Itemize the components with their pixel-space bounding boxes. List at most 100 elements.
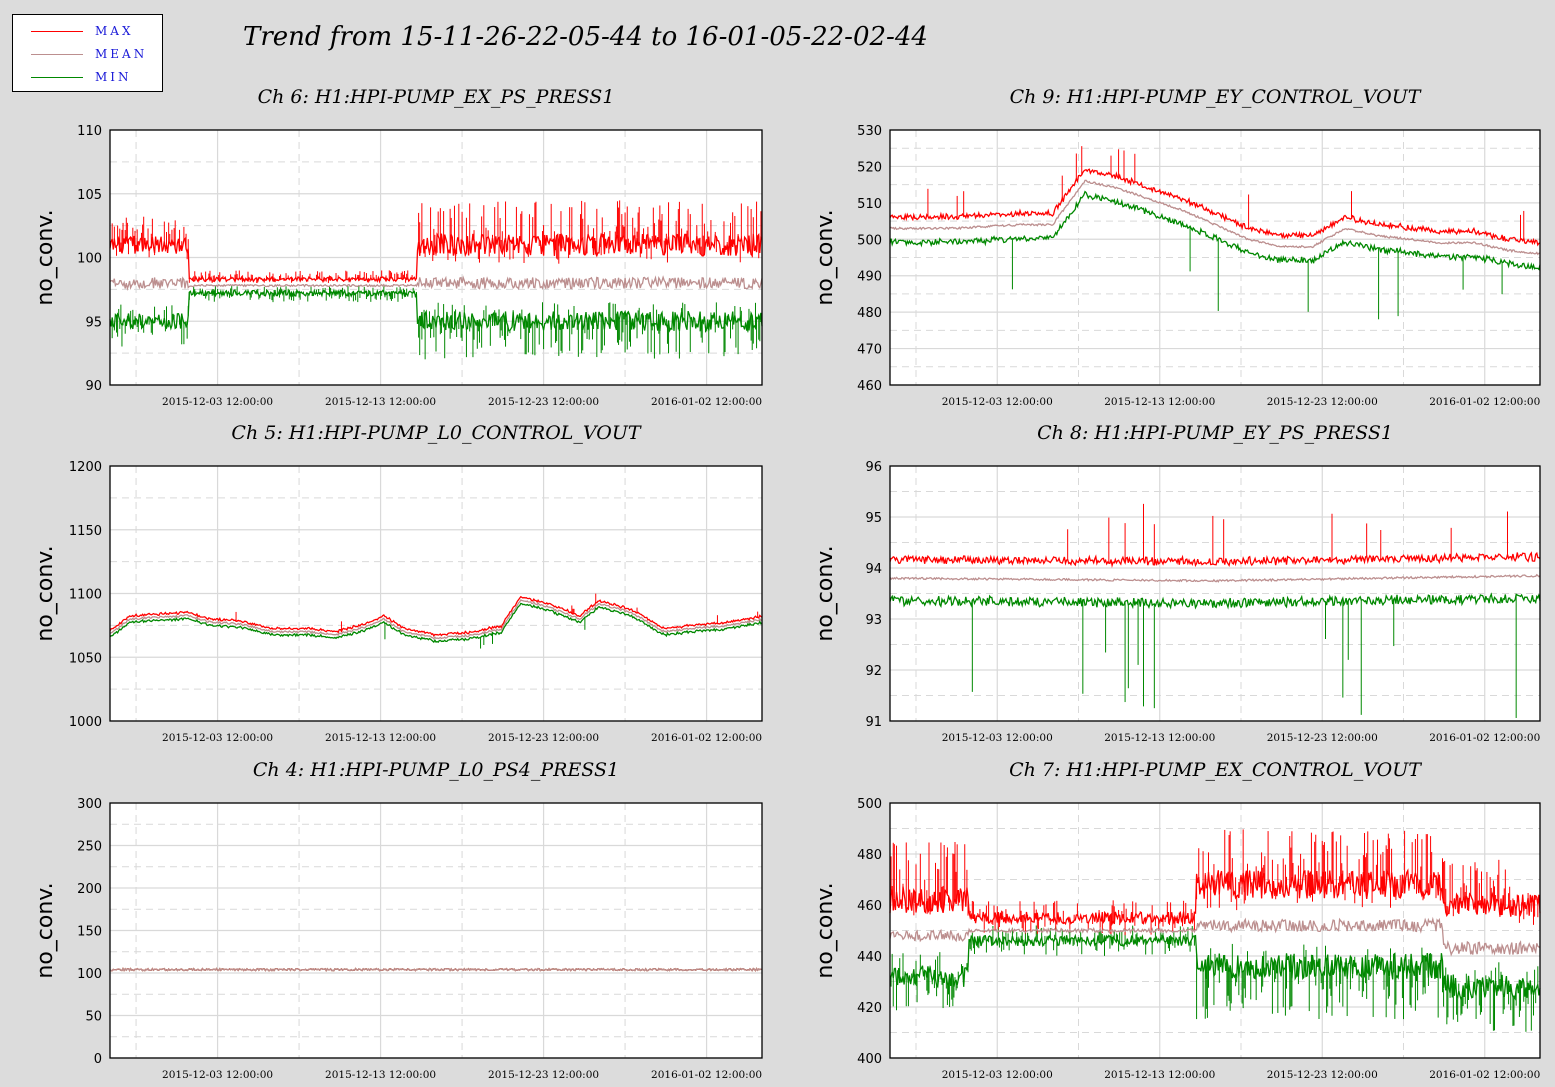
y-tick-label: 1150 <box>69 524 102 539</box>
y-tick-label: 50 <box>85 1010 102 1025</box>
y-tick-label: 94 <box>865 562 882 577</box>
y-tick-label: 1100 <box>69 588 102 603</box>
y-tick-label: 520 <box>857 160 882 175</box>
x-tick-label: 2015-12-13 12:00:00 <box>325 1069 436 1081</box>
plot-title: Ch 9: H1:HPI-PUMP_EY_CONTROL_VOUT <box>1010 86 1422 108</box>
y-tick-label: 480 <box>857 848 882 863</box>
y-tick-label: 150 <box>77 925 102 940</box>
x-tick-label: 2016-01-02 12:00:00 <box>651 1069 762 1081</box>
legend-item-min: MIN <box>13 67 162 89</box>
x-tick-label: 2015-12-23 12:00:00 <box>488 396 599 408</box>
y-tick-label: 300 <box>77 797 102 812</box>
plot-3: Ch 5: H1:HPI-PUMP_L0_CONTROL_VOUT 1000 105… <box>33 422 763 744</box>
x-tick-label: 2015-12-03 12:00:00 <box>942 732 1053 744</box>
plot-border <box>889 465 1541 722</box>
y-axis-label: no_conv. <box>33 545 58 641</box>
y-tick-label: 100 <box>77 967 102 982</box>
series-max-line <box>889 168 1541 247</box>
x-tick-label: 2016-01-02 12:00:00 <box>651 732 762 744</box>
legend-item-mean: MEAN <box>13 44 162 66</box>
page-title: Trend from 15-11-26-22-05-44 to 16-01-05… <box>243 22 928 52</box>
x-tick-label: 2016-01-02 12:00:00 <box>1429 1069 1540 1081</box>
plot-4: Ch 8: H1:HPI-PUMP_EY_PS_PRESS1 91 92 93 94 95… <box>813 422 1541 744</box>
plot-6: Ch 7: H1:HPI-PUMP_EX_CONTROL_VOUT 400 420 4… <box>813 759 1541 1081</box>
y-tick-label: 500 <box>857 233 882 248</box>
x-tick-label: 2015-12-13 12:00:00 <box>325 732 436 744</box>
legend-label-mean: MEAN <box>95 47 148 61</box>
plot-title: Ch 8: H1:HPI-PUMP_EY_PS_PRESS1 <box>1037 422 1393 444</box>
y-tick-label: 400 <box>857 1052 882 1067</box>
x-tick-label: 2015-12-03 12:00:00 <box>942 396 1053 408</box>
plot-border <box>889 802 1541 1059</box>
y-tick-label: 110 <box>77 124 102 139</box>
y-tick-label: 0 <box>94 1052 102 1067</box>
y-axis-label: no_conv. <box>33 882 58 978</box>
x-tick-label: 2015-12-23 12:00:00 <box>488 1069 599 1081</box>
y-tick-label: 490 <box>857 270 882 285</box>
y-tick-label: 530 <box>857 124 882 139</box>
y-tick-label: 500 <box>857 797 882 812</box>
y-tick-label: 90 <box>85 379 102 394</box>
legend-swatch-max <box>31 31 83 32</box>
y-tick-label: 91 <box>865 715 882 730</box>
series-min-line <box>109 602 763 644</box>
y-tick-label: 95 <box>865 511 882 526</box>
plot-5: Ch 4: H1:HPI-PUMP_L0_PS4_PRESS1 0 50 100 150… <box>33 759 763 1081</box>
x-tick-label: 2015-12-23 12:00:00 <box>1267 1069 1378 1081</box>
series-min-line <box>109 288 763 333</box>
series-mean-line <box>889 916 1541 957</box>
series-mean-line <box>109 275 763 292</box>
x-tick-label: 2015-12-23 12:00:00 <box>1267 396 1378 408</box>
series-mean-line <box>109 599 763 640</box>
x-tick-label: 2015-12-13 12:00:00 <box>1104 732 1215 744</box>
y-axis-label: no_conv. <box>813 209 838 305</box>
series-min-line <box>889 190 1541 271</box>
x-tick-label: 2015-12-13 12:00:00 <box>1104 1069 1215 1081</box>
y-tick-label: 100 <box>77 252 102 267</box>
x-tick-label: 2015-12-03 12:00:00 <box>162 732 273 744</box>
x-tick-label: 2015-12-03 12:00:00 <box>162 396 273 408</box>
y-axis-label: no_conv. <box>813 545 838 641</box>
x-tick-label: 2015-12-13 12:00:00 <box>325 396 436 408</box>
y-tick-label: 96 <box>865 460 882 475</box>
legend-label-max: MAX <box>95 24 134 38</box>
x-tick-label: 2015-12-23 12:00:00 <box>488 732 599 744</box>
plot-title: Ch 7: H1:HPI-PUMP_EX_CONTROL_VOUT <box>1009 759 1422 781</box>
y-tick-label: 1200 <box>69 460 102 475</box>
x-tick-label: 2016-01-02 12:00:00 <box>651 396 762 408</box>
x-tick-label: 2015-12-03 12:00:00 <box>942 1069 1053 1081</box>
series-min-line <box>889 592 1541 610</box>
plot-1: Ch 6: H1:HPI-PUMP_EX_PS_PRESS1 90 95 100 105… <box>33 86 763 408</box>
series-mean-line <box>889 573 1541 583</box>
plot-title: Ch 5: H1:HPI-PUMP_L0_CONTROL_VOUT <box>231 422 641 444</box>
plot-2: Ch 9: H1:HPI-PUMP_EY_CONTROL_VOUT 460 470 4… <box>813 86 1541 408</box>
y-axis-label: no_conv. <box>813 882 838 978</box>
plot-title: Ch 4: H1:HPI-PUMP_L0_PS4_PRESS1 <box>253 759 619 781</box>
legend: MAX MEAN MIN <box>12 14 163 92</box>
y-tick-label: 420 <box>857 1001 882 1016</box>
x-tick-label: 2015-12-23 12:00:00 <box>1267 732 1378 744</box>
x-tick-label: 2015-12-13 12:00:00 <box>1104 396 1215 408</box>
y-tick-label: 480 <box>857 306 882 321</box>
legend-swatch-mean <box>31 54 83 55</box>
y-tick-label: 510 <box>857 197 882 212</box>
series-max-line <box>889 551 1541 568</box>
legend-item-max: MAX <box>13 21 162 43</box>
y-tick-label: 460 <box>857 899 882 914</box>
x-tick-label: 2016-01-02 12:00:00 <box>1429 732 1540 744</box>
y-tick-label: 1050 <box>69 651 102 666</box>
legend-swatch-min <box>31 77 83 78</box>
plot-border <box>889 129 1541 386</box>
y-tick-label: 105 <box>77 188 102 203</box>
plot-title: Ch 6: H1:HPI-PUMP_EX_PS_PRESS1 <box>258 86 615 108</box>
plot-border <box>109 802 763 1059</box>
y-tick-label: 95 <box>85 315 102 330</box>
y-tick-label: 93 <box>865 613 882 628</box>
series-mean-line <box>109 967 763 972</box>
y-tick-label: 460 <box>857 379 882 394</box>
y-tick-label: 200 <box>77 882 102 897</box>
y-tick-label: 250 <box>77 840 102 855</box>
series-max-line <box>109 595 763 637</box>
series-mean-line <box>889 179 1541 256</box>
